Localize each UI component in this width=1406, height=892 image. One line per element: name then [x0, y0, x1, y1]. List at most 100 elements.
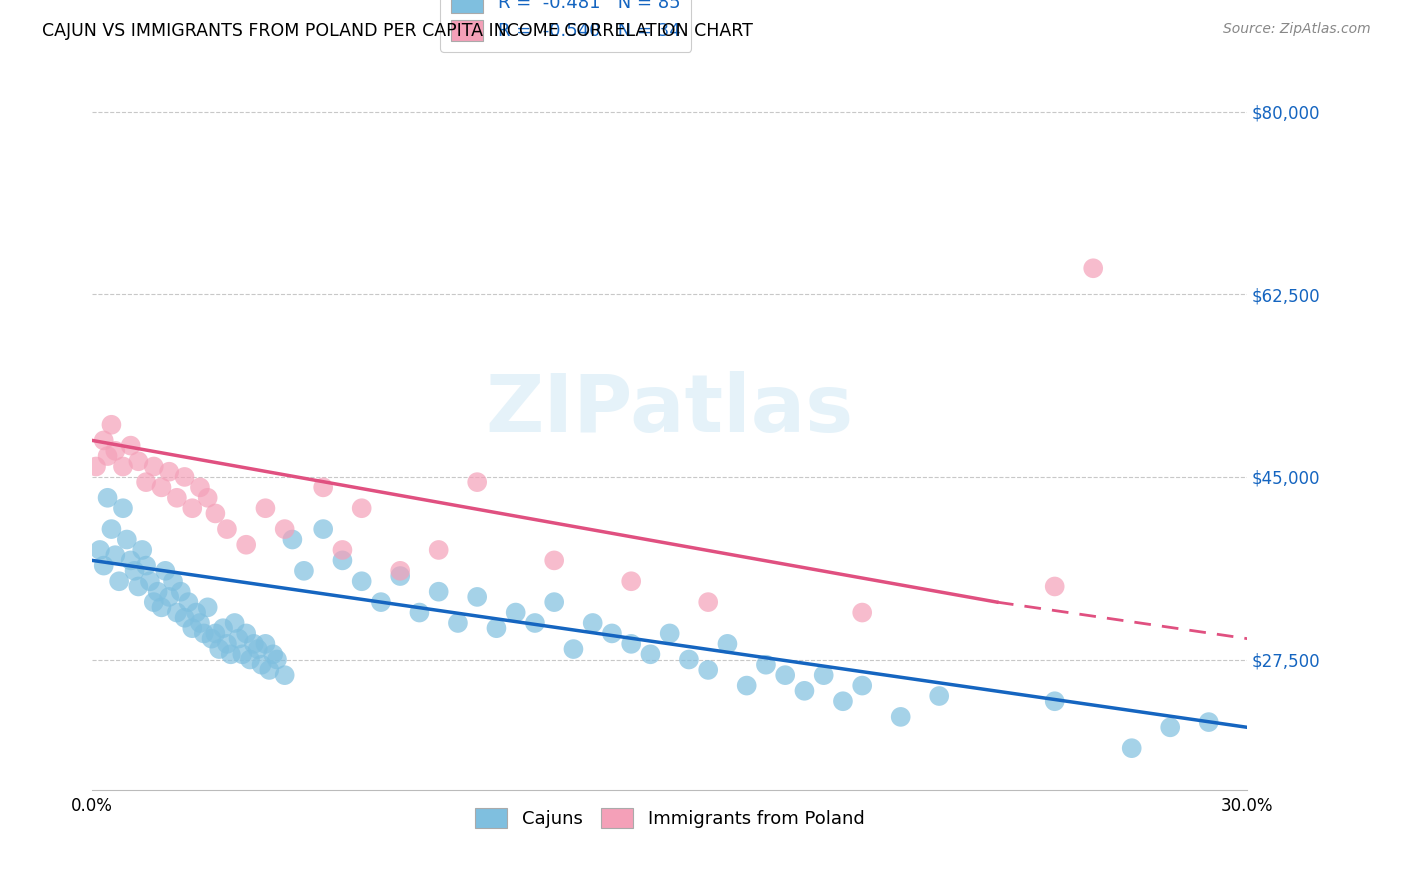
- Point: [1083, 261, 1105, 276]
- Point: [97, 449, 120, 463]
- Point: [170, 584, 193, 599]
- Point: [273, 522, 295, 536]
- Point: [142, 459, 165, 474]
- Point: [408, 606, 430, 620]
- Point: [1043, 579, 1066, 593]
- Point: [97, 491, 120, 505]
- Point: [111, 501, 134, 516]
- Point: [505, 606, 527, 620]
- Point: [239, 652, 262, 666]
- Point: [104, 548, 127, 562]
- Point: [755, 657, 778, 672]
- Point: [716, 637, 738, 651]
- Point: [793, 683, 815, 698]
- Point: [166, 606, 188, 620]
- Point: [350, 501, 373, 516]
- Point: [332, 543, 354, 558]
- Point: [582, 615, 605, 630]
- Point: [181, 621, 204, 635]
- Point: [562, 642, 585, 657]
- Point: [188, 615, 211, 630]
- Point: [813, 668, 835, 682]
- Point: [215, 637, 238, 651]
- Point: [266, 652, 288, 666]
- Point: [312, 522, 335, 536]
- Point: [1121, 741, 1143, 756]
- Point: [93, 434, 115, 448]
- Point: [281, 533, 304, 547]
- Point: [135, 475, 157, 490]
- Point: [197, 491, 219, 505]
- Text: ZIPatlas: ZIPatlas: [485, 371, 853, 450]
- Point: [235, 538, 257, 552]
- Point: [188, 480, 211, 494]
- Point: [243, 637, 266, 651]
- Point: [658, 626, 681, 640]
- Point: [678, 652, 700, 666]
- Point: [120, 553, 142, 567]
- Point: [197, 600, 219, 615]
- Point: [620, 574, 643, 589]
- Point: [173, 470, 195, 484]
- Legend: Cajuns, Immigrants from Poland: Cajuns, Immigrants from Poland: [468, 800, 872, 836]
- Point: [150, 480, 173, 494]
- Point: [697, 595, 720, 609]
- Point: [735, 679, 758, 693]
- Point: [427, 584, 450, 599]
- Point: [254, 501, 277, 516]
- Point: [131, 543, 153, 558]
- Point: [697, 663, 720, 677]
- Point: [465, 475, 488, 490]
- Point: [523, 615, 546, 630]
- Point: [370, 595, 392, 609]
- Point: [166, 491, 188, 505]
- Point: [465, 590, 488, 604]
- Point: [543, 595, 565, 609]
- Text: Source: ZipAtlas.com: Source: ZipAtlas.com: [1223, 22, 1371, 37]
- Point: [890, 710, 912, 724]
- Point: [193, 626, 215, 640]
- Point: [600, 626, 623, 640]
- Point: [620, 637, 643, 651]
- Point: [851, 679, 873, 693]
- Point: [332, 553, 354, 567]
- Point: [155, 564, 177, 578]
- Point: [851, 606, 873, 620]
- Point: [246, 642, 269, 657]
- Point: [427, 543, 450, 558]
- Point: [1198, 715, 1220, 730]
- Point: [124, 564, 146, 578]
- Point: [231, 648, 253, 662]
- Point: [215, 522, 238, 536]
- Point: [108, 574, 131, 589]
- Point: [200, 632, 222, 646]
- Point: [146, 584, 169, 599]
- Point: [127, 454, 149, 468]
- Point: [212, 621, 235, 635]
- Point: [219, 648, 242, 662]
- Point: [1043, 694, 1066, 708]
- Point: [832, 694, 855, 708]
- Point: [235, 626, 257, 640]
- Point: [150, 600, 173, 615]
- Point: [447, 615, 470, 630]
- Point: [254, 637, 277, 651]
- Point: [127, 579, 149, 593]
- Point: [100, 417, 122, 432]
- Point: [184, 606, 207, 620]
- Point: [157, 590, 180, 604]
- Point: [773, 668, 796, 682]
- Point: [120, 439, 142, 453]
- Point: [250, 657, 273, 672]
- Point: [485, 621, 508, 635]
- Point: [273, 668, 295, 682]
- Point: [142, 595, 165, 609]
- Point: [208, 642, 231, 657]
- Point: [259, 663, 281, 677]
- Point: [1159, 720, 1181, 734]
- Point: [111, 459, 134, 474]
- Point: [177, 595, 200, 609]
- Point: [104, 443, 127, 458]
- Point: [93, 558, 115, 573]
- Point: [139, 574, 162, 589]
